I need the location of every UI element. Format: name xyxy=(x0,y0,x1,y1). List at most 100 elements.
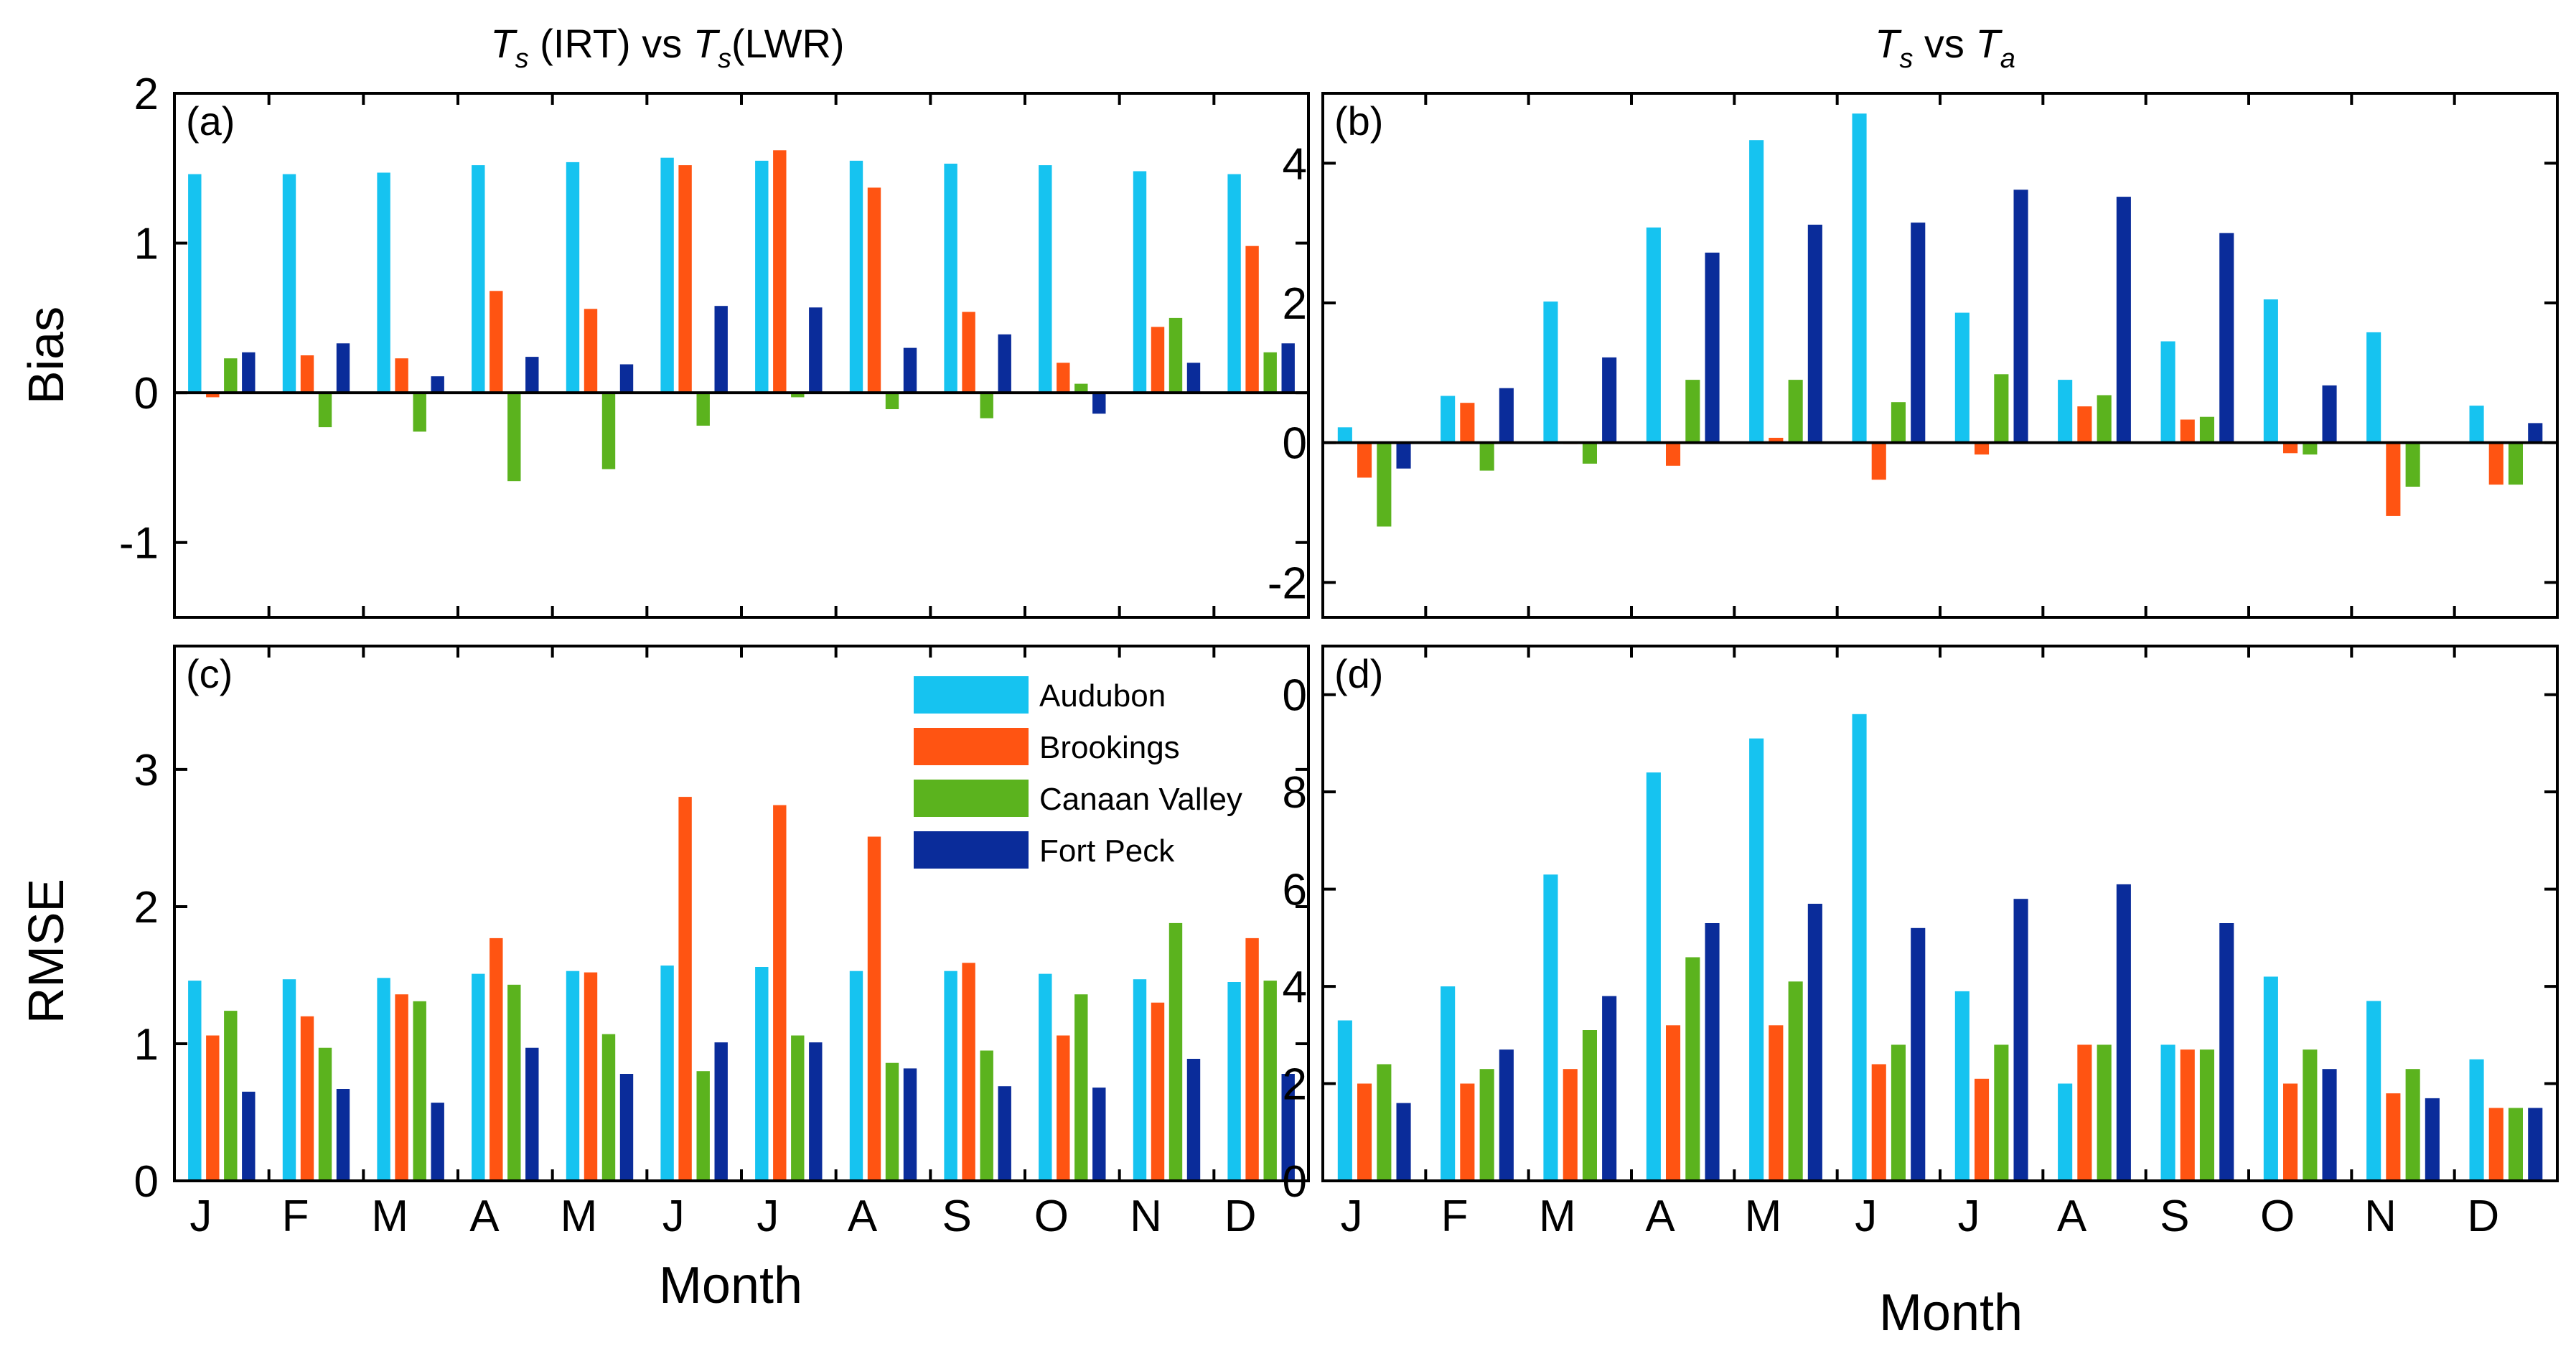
bar-canaan-valley-1 xyxy=(224,1011,238,1181)
bar-audubon-3 xyxy=(377,172,390,393)
bar-audubon-1 xyxy=(1337,427,1352,443)
bar-audubon-4 xyxy=(472,165,485,393)
x-tick-label: A xyxy=(1645,1192,1675,1241)
bar-brookings-10 xyxy=(2283,442,2298,454)
ylabel-bias: Bias xyxy=(18,307,74,404)
bar-fort-peck-9 xyxy=(2219,923,2234,1181)
bar-brookings-5 xyxy=(584,972,598,1181)
x-tick-label: J xyxy=(1958,1192,1980,1241)
bar-brookings-3 xyxy=(395,358,408,393)
bar-fort-peck-1 xyxy=(1396,1103,1411,1181)
bar-brookings-8 xyxy=(867,187,881,393)
legend-swatch-brookings xyxy=(914,728,1029,765)
bar-fort-peck-2 xyxy=(336,1089,350,1181)
bar-brookings-9 xyxy=(2180,419,2195,443)
col-title-left: Ts (IRT) vs Ts(LWR) xyxy=(490,21,844,74)
legend-label: Fort Peck xyxy=(1039,833,1175,869)
bar-brookings-2 xyxy=(300,355,314,393)
y-tick-label: 2 xyxy=(134,883,159,932)
bar-audubon-5 xyxy=(566,162,580,393)
bar-fort-peck-3 xyxy=(1602,357,1617,443)
bar-canaan-valley-9 xyxy=(2199,1049,2214,1181)
bar-fort-peck-3 xyxy=(431,376,444,393)
bar-canaan-valley-1 xyxy=(224,358,238,393)
bar-fort-peck-7 xyxy=(2013,899,2028,1181)
bar-audubon-6 xyxy=(660,157,674,393)
bar-audubon-11 xyxy=(1133,979,1147,1181)
legend-label: Brookings xyxy=(1039,730,1180,765)
y-tick-label: 2 xyxy=(134,70,159,119)
bar-canaan-valley-10 xyxy=(1074,383,1088,393)
bar-fort-peck-6 xyxy=(714,306,728,393)
bar-canaan-valley-2 xyxy=(318,1047,332,1181)
x-tick-label: A xyxy=(848,1192,878,1241)
bar-brookings-4 xyxy=(1666,442,1681,466)
bar-fort-peck-9 xyxy=(2219,233,2234,443)
bar-fort-peck-5 xyxy=(619,1074,634,1181)
bar-fort-peck-5 xyxy=(619,364,634,393)
bar-brookings-7 xyxy=(773,150,787,393)
bar-canaan-valley-3 xyxy=(413,1001,426,1181)
bar-audubon-1 xyxy=(188,174,202,393)
bar-canaan-valley-10 xyxy=(2303,442,2318,455)
x-tick-label: J xyxy=(1341,1192,1363,1241)
bar-audubon-7 xyxy=(755,160,769,393)
bar-audubon-12 xyxy=(1227,174,1241,393)
bar-canaan-valley-4 xyxy=(507,393,521,482)
y-tick-label: -1 xyxy=(119,519,159,569)
x-tick-label: M xyxy=(561,1192,598,1241)
legend: Audubon Brookings Canaan Valley Fort Peck xyxy=(901,659,1281,874)
bar-audubon-10 xyxy=(2263,299,2278,443)
x-tick-label: F xyxy=(1441,1192,1469,1241)
bar-canaan-valley-12 xyxy=(2508,442,2523,485)
bar-brookings-9 xyxy=(962,963,975,1181)
bar-canaan-valley-11 xyxy=(1168,922,1183,1181)
bar-audubon-2 xyxy=(1441,396,1456,443)
x-tick-label: S xyxy=(942,1192,972,1241)
panel-label: (a) xyxy=(186,98,235,144)
bar-brookings-11 xyxy=(2386,1093,2401,1181)
bar-canaan-valley-1 xyxy=(1377,442,1392,527)
bar-canaan-valley-12 xyxy=(2508,1108,2523,1181)
bar-canaan-valley-8 xyxy=(885,393,899,409)
bar-fort-peck-3 xyxy=(1602,996,1617,1181)
bar-fort-peck-4 xyxy=(525,1047,539,1181)
bar-audubon-5 xyxy=(1749,140,1764,443)
bar-fort-peck-2 xyxy=(1499,1049,1514,1181)
bar-audubon-5 xyxy=(1749,738,1764,1181)
bar-audubon-9 xyxy=(2160,1044,2175,1181)
bar-canaan-valley-7 xyxy=(791,393,805,398)
panel-label: (c) xyxy=(186,651,233,696)
bar-fort-peck-3 xyxy=(431,1103,444,1181)
bar-brookings-12 xyxy=(1245,246,1259,393)
bar-canaan-valley-3 xyxy=(413,393,426,432)
bar-brookings-2 xyxy=(1460,1083,1475,1181)
legend-swatch-fort-peck xyxy=(914,831,1029,869)
bar-fort-peck-12 xyxy=(2528,1108,2543,1181)
x-tick-label: O xyxy=(1034,1192,1069,1241)
bar-audubon-3 xyxy=(1543,301,1558,443)
bar-canaan-valley-12 xyxy=(1263,981,1277,1181)
bar-brookings-7 xyxy=(773,805,787,1181)
bar-brookings-1 xyxy=(206,1035,220,1181)
bar-canaan-valley-10 xyxy=(2303,1049,2318,1181)
legend-swatch-audubon xyxy=(914,676,1029,714)
x-tick-label: M xyxy=(1539,1192,1576,1241)
bar-fort-peck-10 xyxy=(2322,1069,2337,1181)
bar-brookings-8 xyxy=(867,836,881,1181)
bar-fort-peck-10 xyxy=(1092,1088,1106,1181)
bar-canaan-valley-5 xyxy=(601,393,616,469)
y-tick-label: 0 xyxy=(1283,1157,1307,1207)
x-tick-label: J xyxy=(1855,1192,1877,1241)
bar-brookings-4 xyxy=(490,291,503,393)
bar-fort-peck-10 xyxy=(2322,385,2337,443)
bar-brookings-3 xyxy=(395,994,408,1181)
bar-brookings-11 xyxy=(1151,1002,1165,1181)
bar-audubon-4 xyxy=(472,973,485,1181)
bar-canaan-valley-5 xyxy=(1788,380,1803,443)
bar-fort-peck-11 xyxy=(1186,1059,1201,1181)
bar-brookings-10 xyxy=(2283,1083,2298,1181)
bar-fort-peck-9 xyxy=(998,1086,1011,1181)
